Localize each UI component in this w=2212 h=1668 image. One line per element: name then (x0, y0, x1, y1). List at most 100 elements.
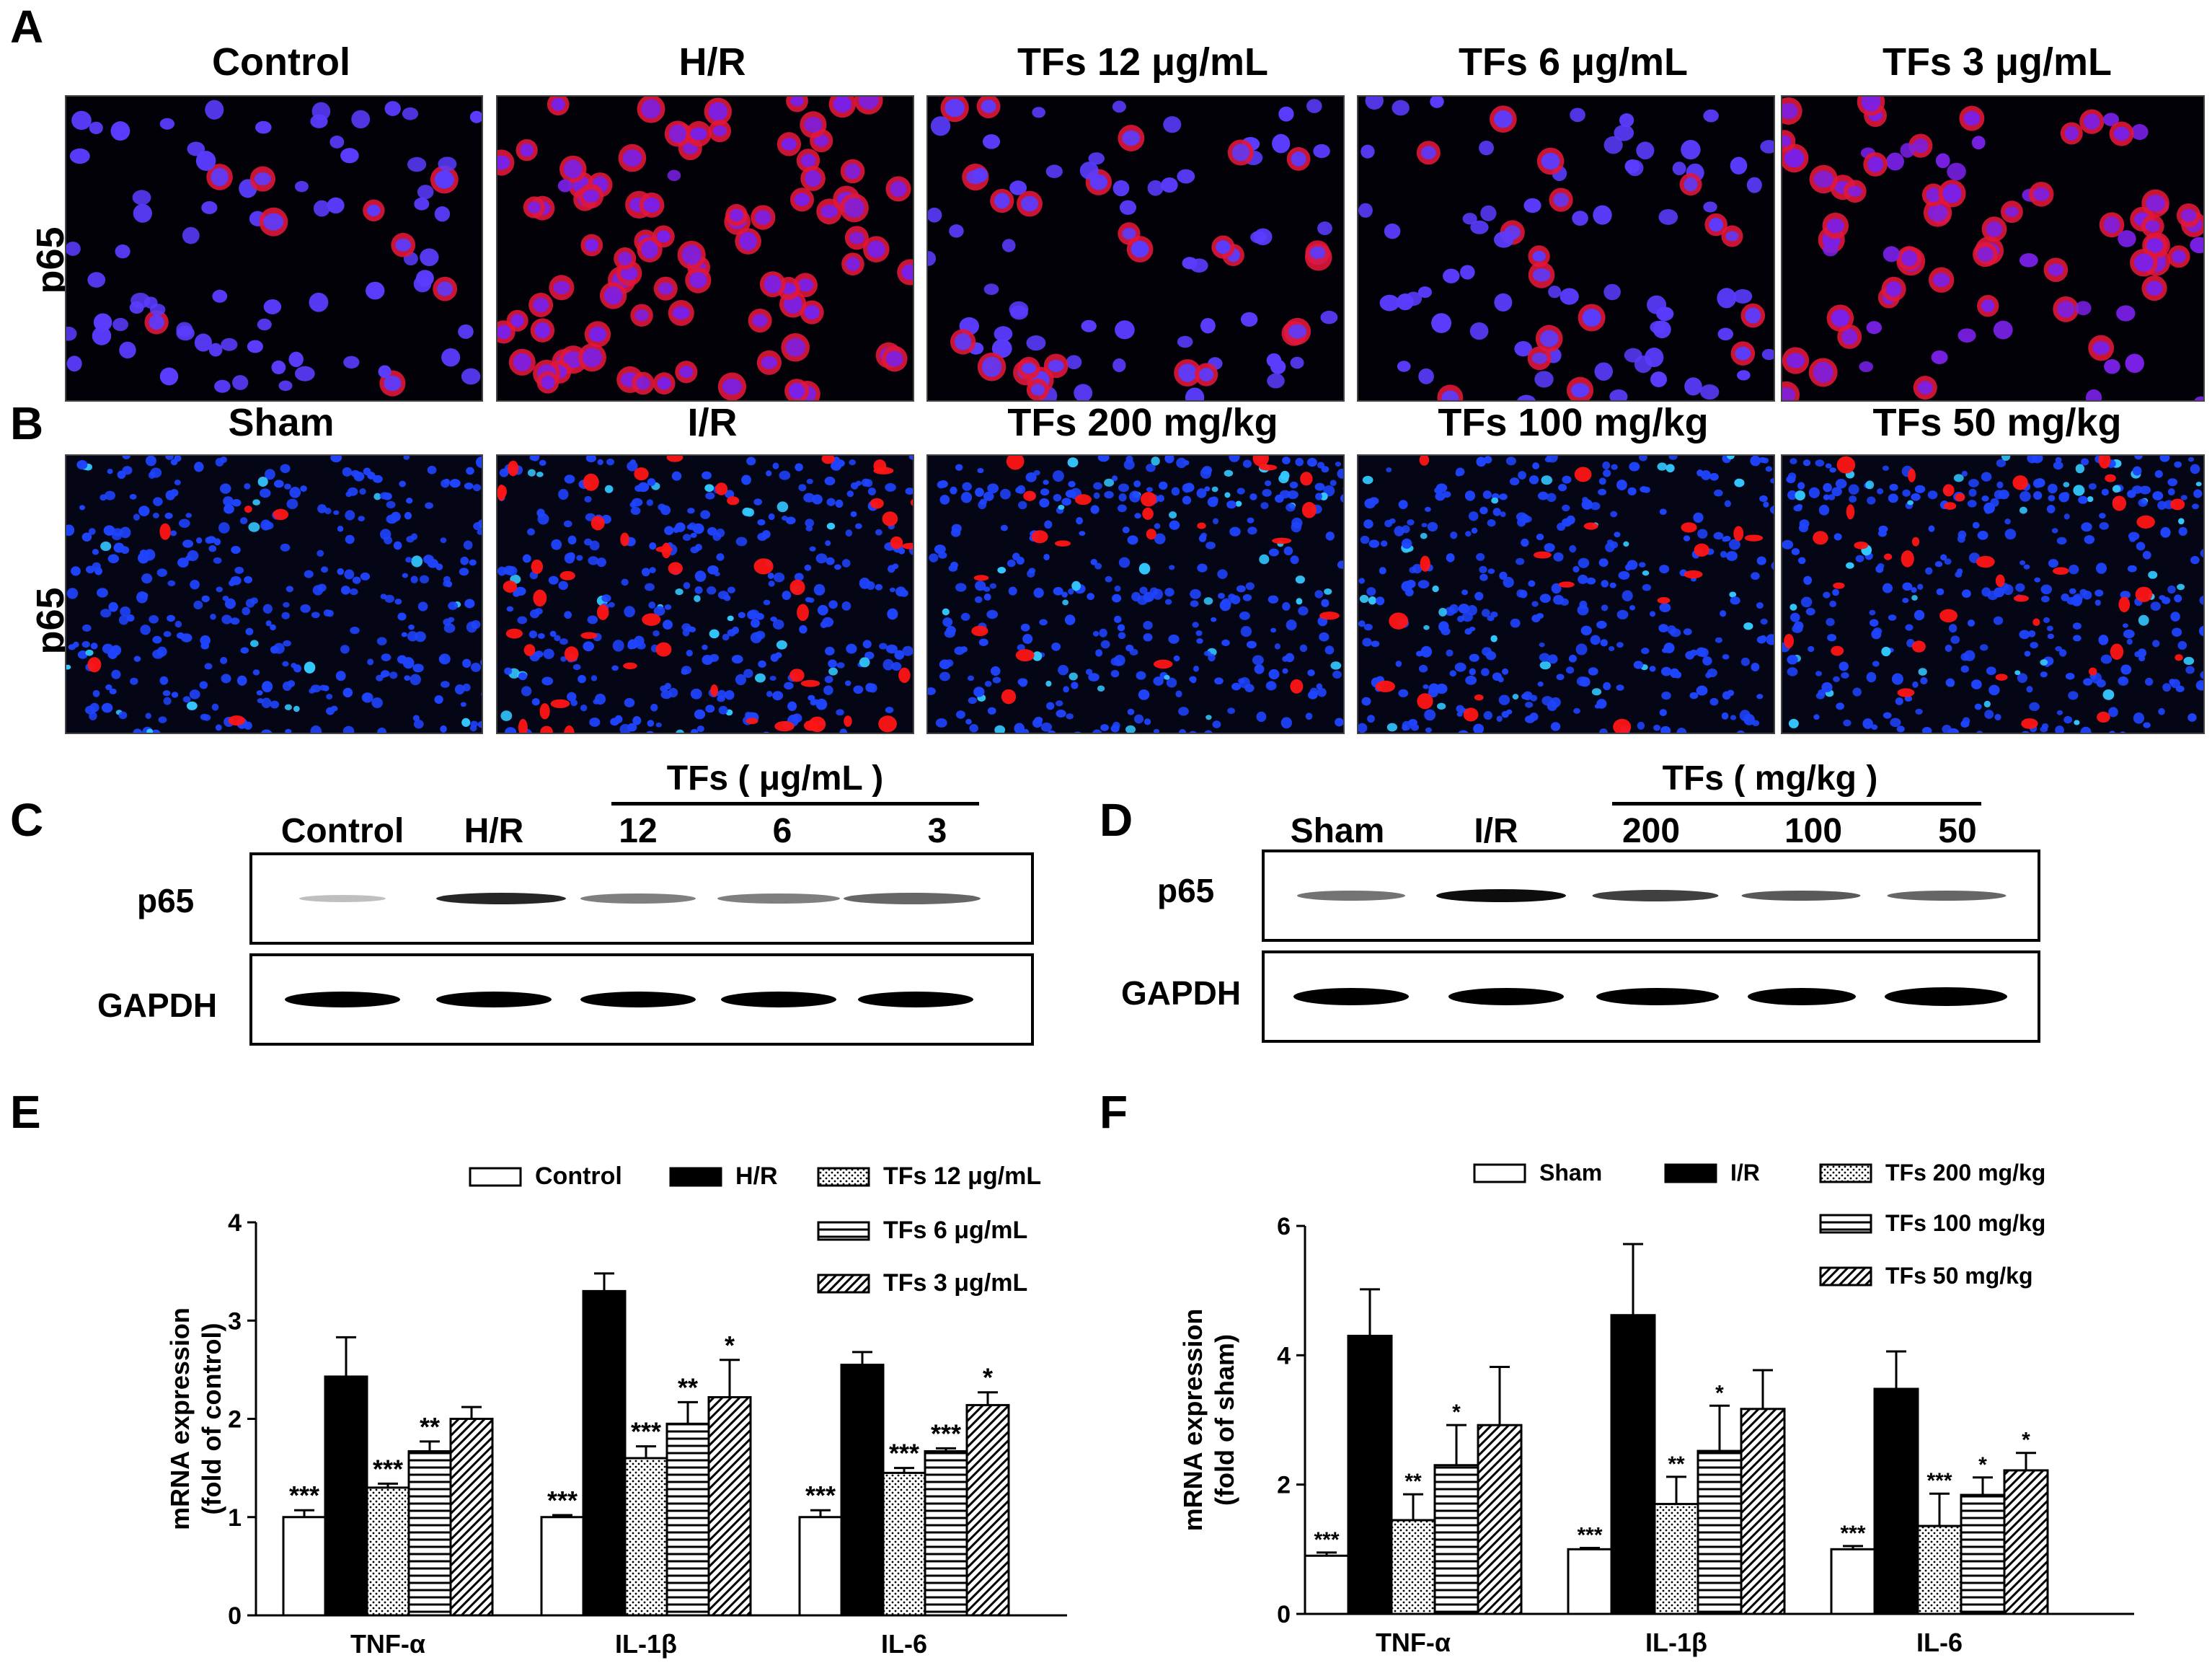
micrograph-b-sham-cells (66, 456, 482, 733)
micrograph-b-tfs200-cells (928, 456, 1343, 733)
panel-letter-e: E (10, 1086, 41, 1138)
significance-label: * (1715, 1381, 1724, 1405)
panel-d-lane-4: 100 (1784, 812, 1843, 850)
panel-b-title-1: Sham (228, 401, 335, 444)
legend-label: TFs 3 μg/mL (883, 1269, 1027, 1297)
significance-label: *** (889, 1439, 919, 1468)
legend-label: H/R (735, 1162, 778, 1190)
significance-label: *** (1577, 1524, 1602, 1548)
blot-c-p65-bands (299, 893, 981, 904)
significance-label: *** (805, 1481, 836, 1510)
panel-a-title-3: TFs 12 μg/mL (1017, 40, 1269, 84)
y-tick-label: 4 (228, 1209, 242, 1237)
micrograph-a-tfs3 (1781, 95, 2205, 402)
significance-label: *** (1926, 1469, 1952, 1493)
bar-control-1 (540, 1516, 585, 1617)
significance-label: * (1452, 1400, 1461, 1424)
blot-d-p65 (1262, 850, 2040, 942)
bar-tfs-50-mg-kg-2 (2003, 1469, 2049, 1615)
category-label: IL-1β (1645, 1628, 1707, 1657)
panel-d-group-bracket (1612, 802, 1981, 806)
panel-c-group-bracket (611, 802, 979, 806)
legend-swatch (469, 1167, 522, 1187)
bar-tfs-200-mg-kg-1 (1653, 1503, 1699, 1615)
y-tick-label: 0 (228, 1602, 242, 1630)
panel-letter-c: C (10, 794, 44, 846)
bar-tfs-3-g-ml-2 (965, 1403, 1010, 1617)
legend-label: TFs 12 μg/mL (883, 1162, 1041, 1190)
category-label: TNF-α (350, 1629, 425, 1659)
significance-label: ** (1668, 1452, 1685, 1476)
bar-tfs-100-mg-kg-1 (1696, 1449, 1743, 1615)
bar-tfs-50-mg-kg-1 (1740, 1408, 1786, 1615)
significance-label: * (2022, 1429, 2030, 1452)
panel-c-group-label: TFs ( μg/mL ) (666, 759, 884, 798)
panel-c-lane-5: 3 (927, 812, 947, 850)
category-label: IL-6 (881, 1629, 927, 1659)
legend-swatch (1473, 1163, 1526, 1183)
legend-swatch (817, 1274, 870, 1294)
panel-letter-f: F (1100, 1086, 1128, 1138)
panel-b-title-4: TFs 100 mg/kg (1438, 401, 1709, 444)
significance-label: *** (1314, 1528, 1339, 1552)
micrograph-b-ir-cells (497, 456, 913, 733)
significance-label: *** (547, 1486, 578, 1515)
bar-tfs-6-g-ml-2 (924, 1449, 968, 1617)
bar-i-r-0 (1347, 1334, 1393, 1615)
panel-b-title-2: I/R (687, 401, 738, 444)
y-axis-label: mRNA expression (1178, 1309, 1208, 1532)
legend-swatch (817, 1221, 870, 1241)
panel-d-lane-5: 50 (1938, 812, 1977, 850)
category-label: TNF-α (1376, 1628, 1451, 1657)
legend-label: TFs 100 mg/kg (1885, 1210, 2045, 1236)
significance-label: * (725, 1331, 735, 1360)
legend-label: TFs 50 mg/kg (1885, 1263, 2033, 1289)
micrograph-b-tfs50-cells (1782, 456, 2203, 733)
panel-c-lane-4: 6 (772, 812, 792, 850)
blot-c-p65 (249, 852, 1034, 945)
panel-d-row-gapdh: GAPDH (1121, 974, 1242, 1012)
bar-control-0 (282, 1516, 327, 1617)
legend-label: TFs 6 μg/mL (883, 1217, 1027, 1244)
panel-letter-d: D (1100, 794, 1133, 846)
significance-label: *** (373, 1454, 403, 1483)
panel-c-lane-1: Control (280, 812, 404, 850)
bar-tfs-100-mg-kg-0 (1433, 1464, 1479, 1615)
micrograph-a-tfs3-cells (1782, 97, 2203, 400)
panel-letter-b: B (10, 397, 44, 449)
panel-d-lane-2: I/R (1474, 812, 1518, 850)
panel-c-row-gapdh: GAPDH (97, 987, 218, 1024)
blot-d-gapdh (1262, 950, 2040, 1043)
y-tick-label: 2 (228, 1406, 242, 1434)
bar-h-r-2 (840, 1364, 885, 1617)
y-axis-label: mRNA expression (165, 1307, 195, 1530)
significance-label: ** (1404, 1470, 1422, 1493)
panel-d-group-label: TFs ( mg/kg ) (1662, 759, 1878, 798)
y-tick-label: 6 (1277, 1213, 1291, 1240)
significance-label: * (1978, 1453, 1987, 1477)
significance-label: *** (631, 1417, 661, 1447)
y-axis-label-2: (fold of control) (197, 1323, 226, 1515)
micrograph-a-tfs12 (926, 95, 1345, 402)
micrograph-b-tfs100 (1357, 454, 1775, 734)
micrograph-b-tfs50 (1781, 454, 2205, 734)
micrograph-a-tfs6-cells (1358, 97, 1774, 400)
bar-tfs-12-g-ml-1 (624, 1457, 668, 1617)
y-tick-label: 0 (1277, 1601, 1291, 1628)
micrograph-a-hr (496, 95, 914, 402)
panel-b-title-3: TFs 200 mg/kg (1007, 401, 1278, 444)
bar-tfs-6-g-ml-0 (407, 1449, 452, 1617)
panel-c-row-p65: p65 (137, 882, 195, 919)
bar-sham-2 (1830, 1548, 1876, 1615)
significance-label: ** (420, 1412, 440, 1442)
bar-tfs-6-g-ml-1 (665, 1422, 710, 1617)
legend-swatch (1819, 1163, 1872, 1183)
y-tick-label: 2 (1277, 1472, 1291, 1499)
significance-label: *** (289, 1481, 319, 1510)
bar-tfs-100-mg-kg-2 (1960, 1493, 2006, 1615)
category-label: IL-6 (1916, 1628, 1963, 1657)
bar-h-r-0 (324, 1375, 368, 1617)
panel-d-row-p65: p65 (1157, 872, 1215, 909)
